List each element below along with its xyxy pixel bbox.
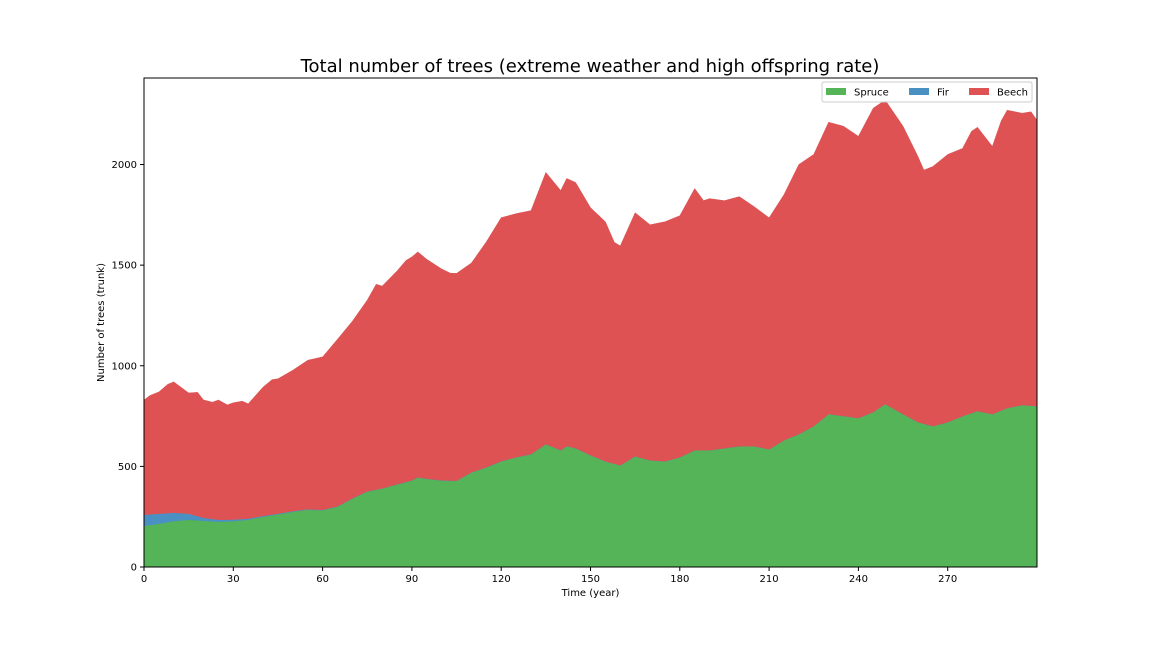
x-tick-label: 240 xyxy=(849,574,868,585)
x-tick-label: 30 xyxy=(227,574,240,585)
x-tick-label: 270 xyxy=(938,574,957,585)
legend-swatch-beech xyxy=(969,88,989,95)
y-axis-label: Number of trees (trunk) xyxy=(96,263,107,382)
area-series-group xyxy=(143,99,1038,568)
y-tick-label: 1500 xyxy=(112,261,137,272)
legend-swatch-spruce xyxy=(826,88,846,95)
x-axis: 0 30 60 90 120 150 180 210 240 270 xyxy=(141,567,957,585)
y-tick-label: 0 xyxy=(131,563,137,574)
x-tick-label: 150 xyxy=(581,574,600,585)
y-axis: 0 500 1000 1500 2000 xyxy=(112,160,144,574)
legend-label-beech: Beech xyxy=(997,88,1028,99)
y-tick-label: 1000 xyxy=(112,361,137,372)
x-tick-label: 210 xyxy=(760,574,779,585)
chart-title: Total number of trees (extreme weather a… xyxy=(300,56,880,77)
y-tick-label: 2000 xyxy=(112,160,137,171)
y-tick-label: 500 xyxy=(118,462,137,473)
x-axis-label: Time (year) xyxy=(561,588,620,599)
legend-label-fir: Fir xyxy=(937,88,950,99)
x-tick-label: 60 xyxy=(316,574,329,585)
legend-swatch-fir xyxy=(909,88,929,95)
legend-label-spruce: Spruce xyxy=(854,88,889,99)
x-tick-label: 90 xyxy=(406,574,419,585)
x-tick-label: 120 xyxy=(492,574,511,585)
x-tick-label: 180 xyxy=(670,574,689,585)
x-tick-label: 0 xyxy=(141,574,147,585)
legend: Spruce Fir Beech xyxy=(821,81,1033,103)
